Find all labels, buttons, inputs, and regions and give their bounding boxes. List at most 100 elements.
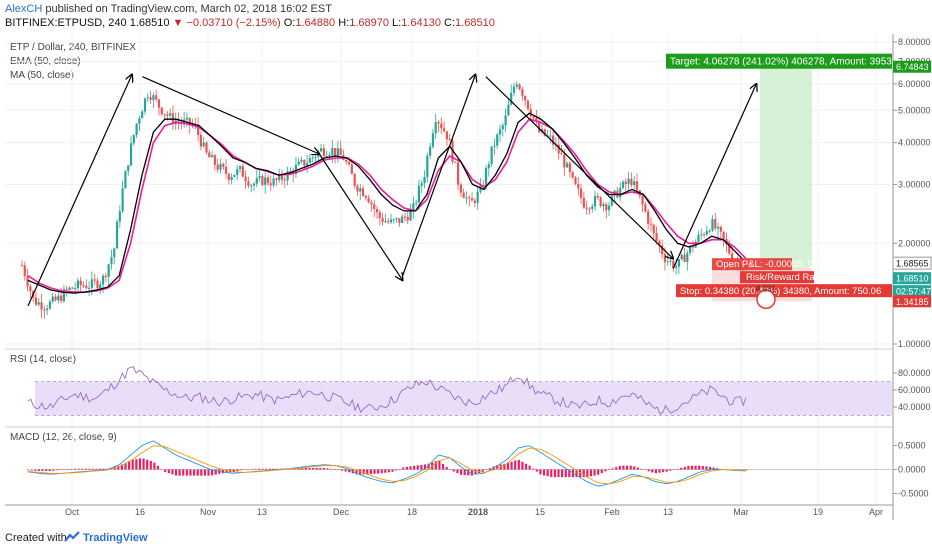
candle-body: [199, 134, 203, 147]
candle-body: [563, 154, 566, 168]
candle-body: [395, 218, 398, 220]
symbol-text: BITFINEX:ETPUSD, 240: [5, 17, 127, 29]
y-tick-label: 8.00000: [898, 37, 931, 47]
candle-body: [333, 148, 337, 156]
y-tick-label: 2.00000: [898, 238, 931, 248]
trend-arrow: [402, 74, 476, 276]
candle-body: [669, 260, 672, 262]
entry-price-label-bg: [892, 256, 932, 270]
trend-arrow: [672, 84, 756, 269]
ema-line: [27, 112, 747, 294]
macd-histogram-bar: [586, 469, 589, 477]
macd-histogram-bar: [333, 469, 336, 470]
macd-histogram-bar: [539, 469, 542, 475]
candle-body: [46, 308, 49, 311]
macd-histogram-bar: [387, 469, 391, 473]
ma-legend[interactable]: MA (50, close): [10, 70, 74, 81]
candle-body: [29, 286, 32, 292]
candle-body: [420, 183, 423, 186]
target-label-bg: [666, 53, 892, 69]
drawings-overlay: Target: 4.06278 (241.02%) 406278, Amount…: [27, 53, 892, 310]
tradingview-brand[interactable]: TradingView: [83, 532, 148, 544]
macd-histogram-bar: [297, 468, 300, 470]
candle-body: [283, 179, 286, 181]
candle-body: [359, 188, 362, 192]
candle-body: [48, 301, 52, 309]
macd-histogram-bar: [247, 469, 250, 470]
candle-body: [591, 206, 594, 210]
target-price-label: 6.74843: [896, 62, 929, 72]
candle-body: [241, 166, 244, 177]
candle-body: [250, 185, 253, 187]
macd-histogram-bar: [348, 469, 351, 473]
candle-body: [680, 254, 683, 260]
candle-body: [515, 84, 518, 87]
macd-histogram-bar: [640, 468, 643, 470]
candle-body: [180, 121, 183, 123]
macd-histogram-bar: [120, 464, 124, 470]
trend-arrow: [27, 74, 132, 307]
created-with-text: Created with: [5, 532, 67, 544]
macd-histogram-bar: [589, 469, 593, 477]
candle-body: [512, 86, 516, 93]
stop-price-label-bg: [893, 295, 931, 308]
rsi-legend[interactable]: RSI (14, close): [10, 354, 77, 365]
candle-body: [490, 146, 493, 165]
macd-legend[interactable]: MACD (12, 26, close, 9): [10, 432, 117, 443]
candle-body: [423, 177, 426, 184]
candle-body: [82, 285, 85, 287]
candle-body: [644, 204, 647, 212]
author-link[interactable]: AlexCH: [5, 3, 43, 15]
y-tick-label: 3.00000: [898, 179, 931, 189]
macd-histogram-bar: [575, 469, 578, 478]
macd-histogram-bar: [236, 469, 239, 471]
macd-histogram-bar: [611, 468, 614, 470]
candle-body: [440, 123, 443, 129]
axes: 8.000007.000006.000005.000004.000003.000…: [5, 34, 932, 520]
macd-histogram-bar: [192, 469, 196, 476]
macd-histogram-bar: [207, 469, 210, 476]
candle-body: [487, 164, 490, 169]
candle-body: [557, 144, 560, 154]
candle-body: [34, 297, 38, 305]
macd-histogram-bar: [73, 468, 77, 470]
candle-body: [426, 155, 429, 178]
macd-histogram-bar: [146, 459, 149, 470]
candle-body: [252, 183, 256, 186]
macd-histogram-bar: [405, 466, 409, 470]
x-tick-label: Dec: [333, 507, 350, 517]
candle-body: [599, 197, 602, 207]
rsi-tick-label: 80.0000: [898, 368, 931, 378]
candle-body: [188, 117, 191, 125]
macd-histogram-bar: [434, 461, 437, 470]
candle-body: [255, 177, 258, 184]
macd-line: [27, 440, 747, 487]
candle-body: [275, 178, 278, 181]
candle-body: [37, 302, 40, 305]
macd-histogram-bar: [95, 468, 98, 470]
candle-body: [289, 170, 292, 172]
candle-body: [504, 115, 507, 126]
x-tick-label: 13: [663, 507, 673, 517]
macd-histogram-bar: [358, 469, 362, 475]
macd-histogram-bar: [30, 469, 33, 471]
macd-histogram-bar: [579, 469, 582, 478]
candle-body: [473, 200, 476, 203]
macd-histogram-bar: [708, 466, 712, 470]
candle-body: [582, 197, 585, 208]
candle-body: [675, 266, 678, 269]
macd-histogram-bar: [355, 469, 358, 475]
candle-body: [101, 275, 105, 285]
candle-body: [415, 202, 418, 204]
macd-histogram-bar: [629, 465, 632, 470]
target-price-label-bg: [893, 60, 931, 73]
candle-body: [71, 287, 74, 289]
candle-body: [378, 212, 381, 219]
candle-body: [552, 135, 555, 145]
macd-histogram-bar: [607, 469, 611, 470]
trend-arrow: [142, 76, 319, 154]
macd-histogram-bar: [745, 469, 748, 471]
ohlc-line: BITFINEX:ETPUSD, 240 1.68510 ▼ −0.03710 …: [5, 17, 495, 29]
candle-body: [129, 143, 133, 166]
